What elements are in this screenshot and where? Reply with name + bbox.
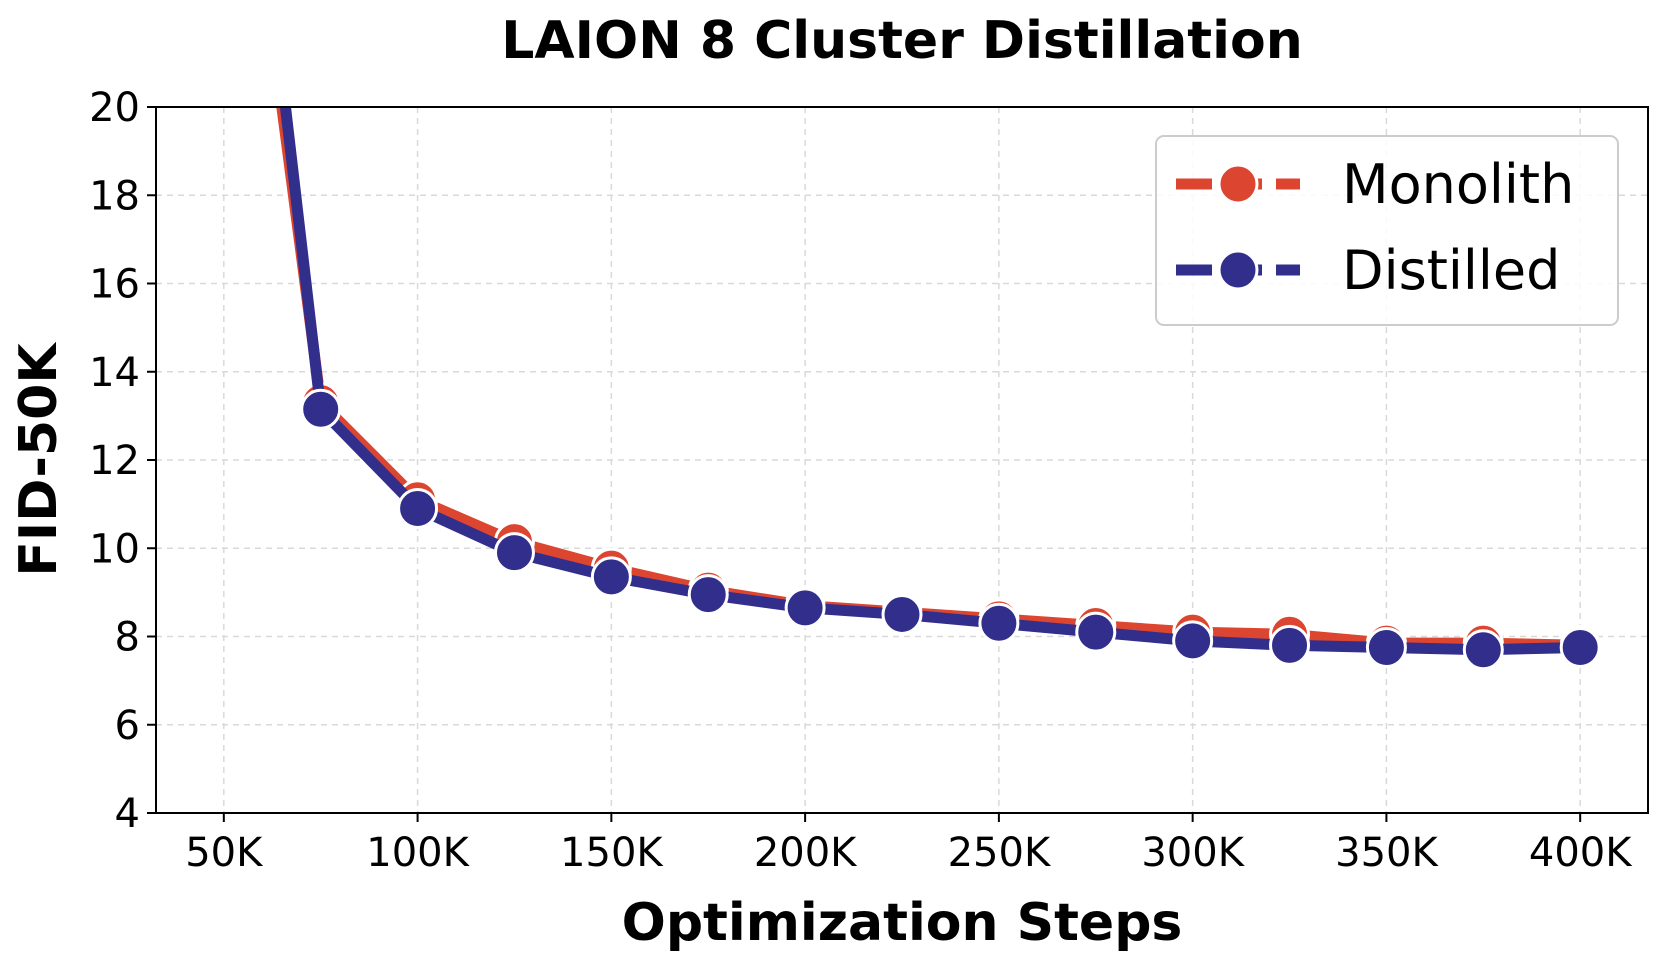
y-tick-label: 4 [115, 791, 140, 837]
x-tick-label: 250K [948, 830, 1052, 876]
y-tick-label: 20 [89, 85, 140, 131]
y-tick-label: 18 [89, 173, 140, 219]
legend-marker-distilled [1217, 249, 1259, 291]
y-axis: 4 6 8 10 12 14 16 18 20 [89, 85, 156, 837]
x-axis-label: Optimization Steps [622, 893, 1183, 953]
y-tick-label: 16 [89, 262, 140, 308]
data-point-distilled [1269, 624, 1311, 666]
series-layer [276, 107, 1601, 671]
data-point-distilled [1075, 611, 1117, 653]
data-point-distilled [1462, 629, 1504, 671]
y-tick-label: 14 [89, 350, 140, 396]
y-tick-label: 8 [115, 615, 140, 661]
data-point-distilled [300, 388, 342, 430]
chart-title: LAION 8 Cluster Distillation [501, 11, 1302, 71]
data-point-distilled [493, 532, 535, 574]
data-point-distilled [687, 574, 729, 616]
x-tick-label: 200K [754, 830, 858, 876]
legend-label-distilled: Distilled [1342, 239, 1560, 302]
data-point-distilled [1559, 627, 1601, 669]
x-tick-label: 150K [560, 830, 664, 876]
x-tick-label: 100K [366, 830, 470, 876]
y-axis-label: FID-50K [9, 342, 69, 577]
data-point-distilled [881, 593, 923, 635]
legend: Monolith Distilled [1155, 135, 1619, 326]
data-point-distilled [978, 602, 1020, 644]
legend-marker-monolith [1217, 163, 1259, 205]
x-tick-label: 50K [185, 830, 264, 876]
y-tick-label: 12 [89, 438, 140, 484]
legend-label-monolith: Monolith [1342, 153, 1574, 216]
legend-box [1155, 135, 1619, 326]
y-tick-label: 6 [115, 703, 140, 749]
x-axis: 50K 100K 150K 200K 250K 300K 350K 400K [185, 813, 1633, 876]
data-point-distilled [1172, 620, 1214, 662]
data-point-distilled [397, 488, 439, 530]
data-point-distilled [590, 556, 632, 598]
x-tick-label: 300K [1141, 830, 1245, 876]
x-tick-label: 400K [1529, 830, 1633, 876]
x-tick-label: 350K [1335, 830, 1439, 876]
data-point-distilled [784, 587, 826, 629]
y-tick-label: 10 [89, 526, 140, 572]
data-point-distilled [1365, 627, 1407, 669]
